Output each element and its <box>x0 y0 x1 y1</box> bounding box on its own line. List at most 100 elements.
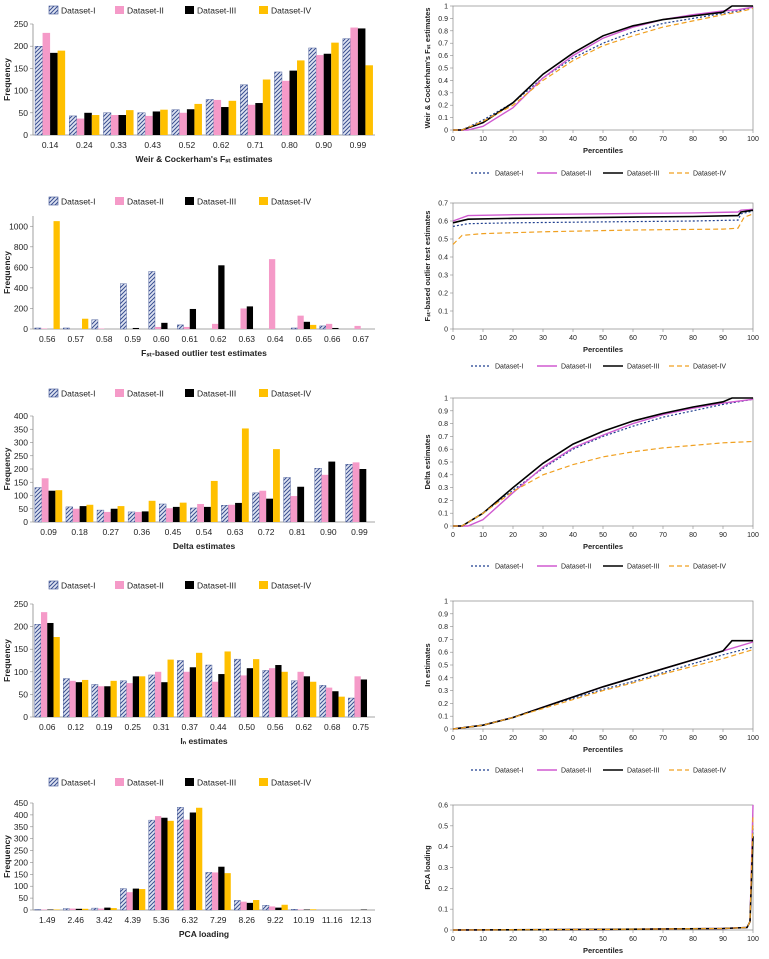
x-tick-label: 1.49 <box>39 915 56 925</box>
bar-dataset-ii-0.24 <box>76 118 85 135</box>
bar-dataset-i-0.62 <box>291 680 298 718</box>
bar-dataset-ii-0.45 <box>166 508 173 522</box>
y-axis-title: In estimates <box>423 643 432 686</box>
x-tick-label: 50 <box>599 335 607 342</box>
bar-dataset-i-0.25 <box>120 680 127 718</box>
x-tick-label: 0.63 <box>238 334 255 344</box>
line-chart-1: 0 0.1 0.2 0.3 0.4 0.5 0.6 0.7 0 10 20 30 40 50 60 70 80 9… <box>423 201 759 355</box>
bar-dataset-i-9.22 <box>262 905 270 911</box>
bar-dataset-i-0.63 <box>221 505 229 523</box>
bar-dataset-iv-0.72 <box>273 449 280 522</box>
bar-legend-2: Dataset-I Dataset-II Dataset-III Dataset-IV <box>48 389 311 399</box>
bar-dataset-iv-0.57 <box>82 318 89 329</box>
y-tick-label: 0.4 <box>438 78 448 85</box>
series-line-dataset-ii <box>452 208 754 222</box>
x-tick-label: 50 <box>599 735 607 742</box>
legend-label: Dataset-II <box>127 197 164 207</box>
bar-dataset-i-0.61 <box>177 324 184 330</box>
line-chart-0: 00.10.20.30.40.50.60.70.80.910 10 20 30 40 50… <box>423 4 759 156</box>
y-tick-label: 200 <box>14 303 28 313</box>
bar-dataset-ii-0.65 <box>297 315 304 329</box>
y-tick-label: 0.6 <box>438 650 448 657</box>
x-tick-label: 0.25 <box>124 722 141 732</box>
x-tick-label: 80 <box>689 936 697 943</box>
bar-dataset-i-0.90 <box>308 47 317 136</box>
legend-label: Dataset-III <box>197 389 236 399</box>
legend-label: Dataset-III <box>627 564 659 571</box>
bar-dataset-i-0.31 <box>148 674 156 718</box>
bar-dataset-iv-0.80 <box>297 60 305 135</box>
y-tick-label: 0.6 <box>438 447 448 454</box>
legend-swatch <box>259 6 268 14</box>
bar-dataset-ii-0.56 <box>40 328 48 329</box>
y-tick-label: 0.4 <box>438 844 448 851</box>
bar-dataset-ii-0.61 <box>183 326 190 329</box>
bar-dataset-ii-0.58 <box>97 328 105 329</box>
x-tick-label: 80 <box>689 136 697 143</box>
bar-dataset-iv-5.36 <box>167 820 174 910</box>
series-line-dataset-iii <box>453 5 753 131</box>
x-tick-label: 0.27 <box>102 527 119 537</box>
legend-label: Dataset-II <box>561 768 591 775</box>
x-tick-label: 50 <box>599 532 607 539</box>
y-tick-label: 0.7 <box>438 41 448 48</box>
x-tick-label: 0 <box>451 335 455 342</box>
y-tick-label: 0 <box>23 712 28 722</box>
x-tick-label: 20 <box>509 532 517 539</box>
bar-dataset-iii-0.54 <box>204 506 211 522</box>
bar-dataset-i-0.90 <box>314 468 322 523</box>
legend-label: Dataset-I <box>495 768 523 775</box>
bar-dataset-iii-0.71 <box>255 103 263 135</box>
x-tick-label: 8.26 <box>238 915 255 925</box>
x-tick-label: 0.99 <box>350 140 367 150</box>
y-tick-label: 0.1 <box>438 714 448 721</box>
bar-dataset-iii-0.90 <box>323 53 332 135</box>
series-line-dataset-iv <box>453 440 754 527</box>
bar-dataset-iii-0.56 <box>275 665 282 717</box>
bar-dataset-i-0.71 <box>240 84 248 136</box>
x-tick-label: 60 <box>629 735 637 742</box>
bar-chart-1: 0 200 400 600 800 1000 0.56 0.57 0.58 0.59 0.60 0.6… <box>2 216 375 358</box>
x-axis-title: Fₛₜ-based outlier test estimates <box>141 348 267 358</box>
y-tick-label: 0 <box>444 327 448 334</box>
legend-label: Dataset-III <box>197 581 236 591</box>
x-tick-label: 70 <box>659 136 667 143</box>
legend-label: Dataset-II <box>127 581 164 591</box>
bar-dataset-ii-4.39 <box>126 892 133 910</box>
bar-dataset-i-0.45 <box>159 503 167 523</box>
bar-dataset-i-0.66 <box>319 325 327 330</box>
line-chart-3: 00.10.20.30.40.50.60.70.80.910 10 20 30 40 50… <box>423 599 759 755</box>
bar-dataset-iii-0.62 <box>303 676 311 717</box>
x-tick-label: 100 <box>747 335 759 342</box>
x-tick-label: 0.80 <box>281 140 298 150</box>
bar-dataset-ii-9.22 <box>268 906 276 910</box>
y-tick-label: 0.2 <box>438 291 448 298</box>
bar-dataset-iii-0.14 <box>50 52 58 135</box>
plot-frame <box>452 600 754 730</box>
line-legend-0: Dataset-I Dataset-II Dataset-III Dataset-IV <box>471 171 726 178</box>
legend-label: Dataset-I <box>61 197 96 207</box>
bar-dataset-i-3.42 <box>91 907 99 911</box>
bar-dataset-ii-0.27 <box>103 511 111 522</box>
x-tick-label: 90 <box>719 136 727 143</box>
legend-swatch <box>185 389 194 397</box>
y-tick-label: 1 <box>444 396 448 403</box>
bar-dataset-i-0.58 <box>91 319 99 330</box>
bar-dataset-iii-0.75 <box>360 679 368 717</box>
bar-dataset-iv-7.29 <box>224 873 231 910</box>
bar-dataset-iii-0.12 <box>75 682 83 717</box>
bar-legend-3: Dataset-I Dataset-II Dataset-III Dataset-IV <box>48 581 311 591</box>
y-tick-label: 0.5 <box>438 823 448 830</box>
x-tick-label: 0.50 <box>238 722 255 732</box>
x-tick-label: 100 <box>747 936 759 943</box>
y-tick-label: 400 <box>14 283 28 293</box>
x-tick-label: 0.71 <box>247 140 264 150</box>
bar-dataset-i-4.39 <box>120 888 127 911</box>
y-tick-label: 0.6 <box>438 219 448 226</box>
y-tick-label: 0.2 <box>438 701 448 708</box>
bar-dataset-i-0.60 <box>148 271 156 330</box>
bar-dataset-iii-0.06 <box>47 622 54 717</box>
bar-dataset-iv-0.62 <box>310 681 317 717</box>
